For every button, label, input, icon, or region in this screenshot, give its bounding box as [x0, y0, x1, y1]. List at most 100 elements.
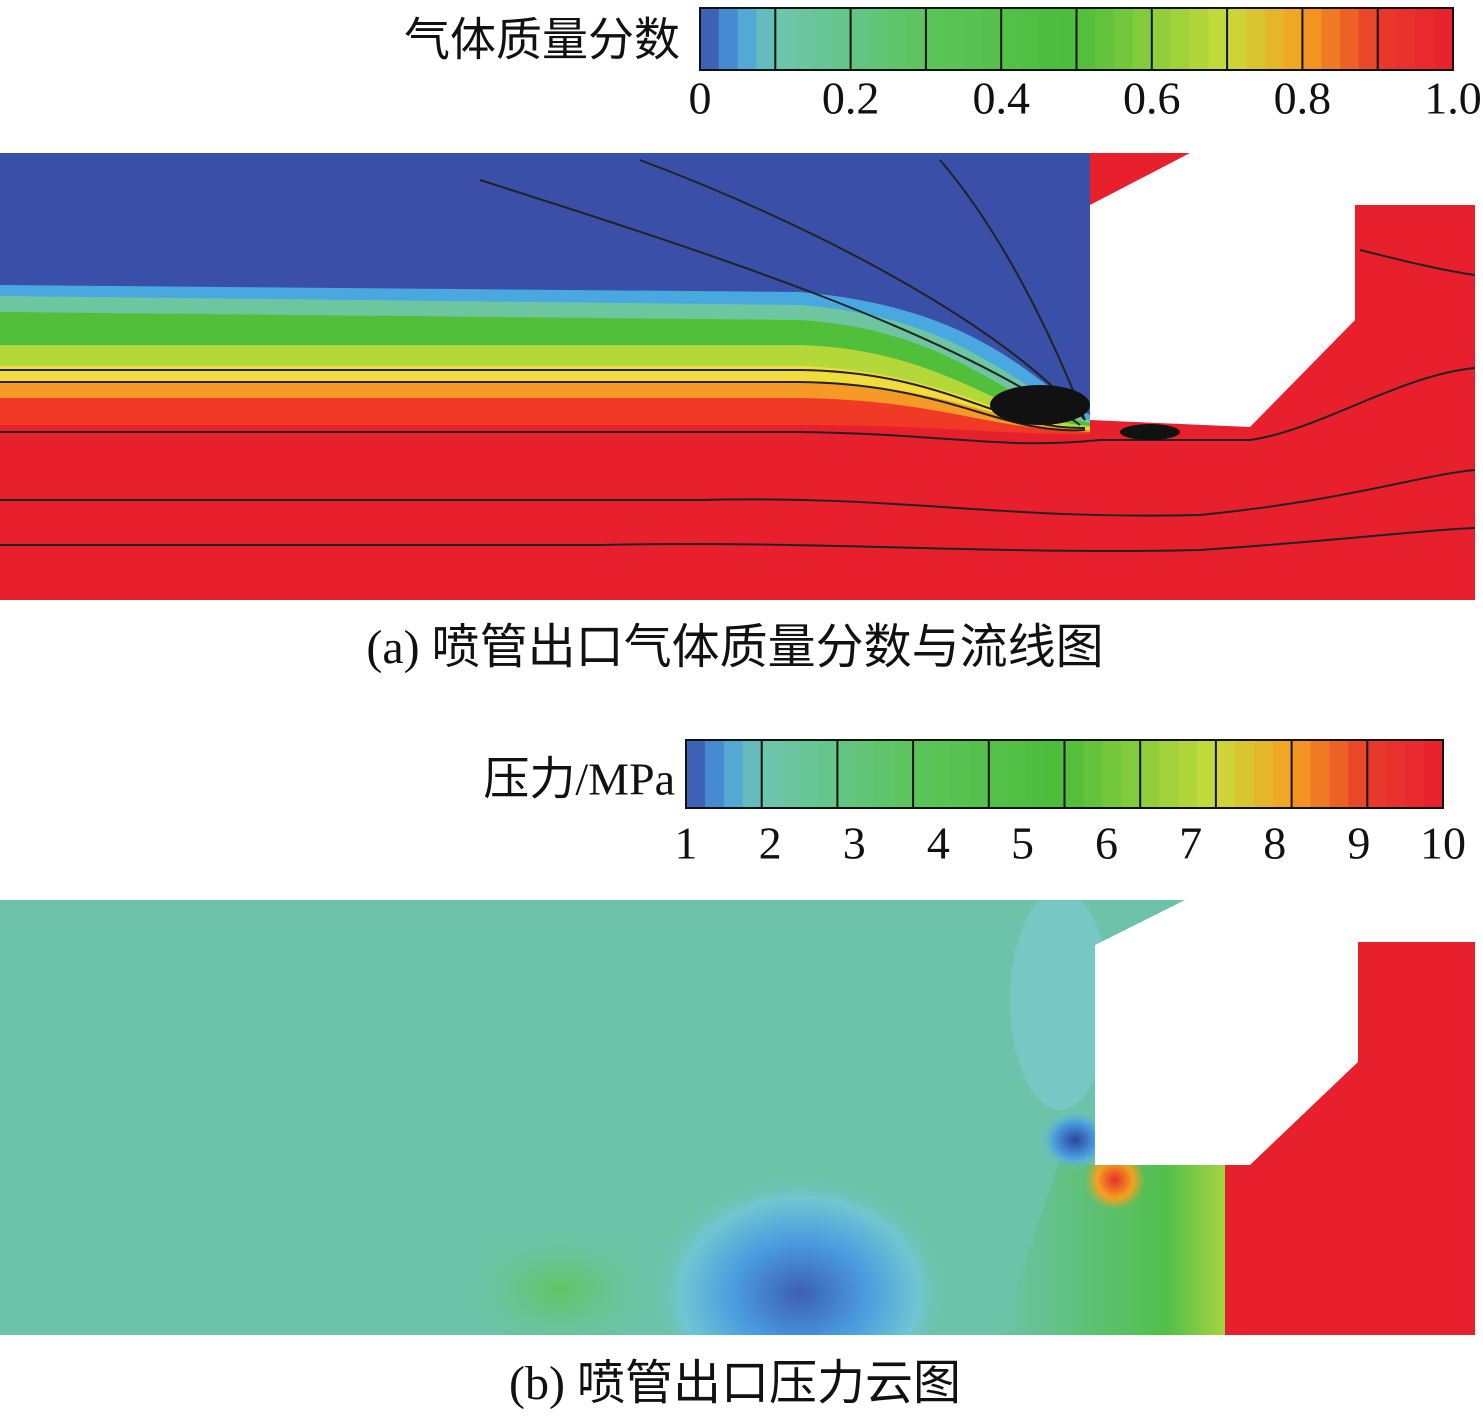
colorbar-swatch — [875, 740, 895, 808]
colorbar-swatch — [1291, 740, 1312, 808]
colorbar-swatch — [1234, 740, 1255, 808]
colorbar-swatch — [1038, 8, 1059, 70]
colorbar-swatch — [1170, 8, 1190, 70]
colorbar-swatch — [1057, 8, 1077, 70]
colorbar-swatch — [1121, 740, 1141, 808]
colorbar-swatch — [1386, 740, 1406, 808]
colorbar-tick-label: 1.0 — [1424, 73, 1482, 124]
colorbar-swatch — [963, 8, 983, 70]
colorbar-swatch — [718, 8, 739, 70]
colorbar-swatch — [837, 740, 857, 808]
colorbar-swatch — [982, 8, 1002, 70]
gas-fraction-contour — [0, 153, 1475, 600]
colorbar-swatch — [700, 8, 720, 70]
colorbar-swatch — [794, 8, 814, 70]
colorbar-swatch — [913, 740, 933, 808]
colorbar-swatch — [1264, 8, 1285, 70]
colorbar-swatch — [1159, 740, 1179, 808]
colorbar-tick-label: 0.8 — [1274, 73, 1332, 124]
colorbar-swatch — [799, 740, 819, 808]
colorbar-swatch — [944, 8, 965, 70]
colorbar-swatch — [888, 8, 908, 70]
colorbar-swatch — [723, 740, 744, 808]
colorbar-swatch — [1321, 8, 1341, 70]
colorbar-swatch — [969, 740, 990, 808]
colorbar-swatch — [1377, 8, 1398, 70]
colorbar-label: 气体质量分数 — [404, 15, 680, 66]
colorbar-swatch — [812, 8, 833, 70]
colorbar-swatch — [850, 8, 870, 70]
colorbar-swatch — [1045, 740, 1065, 808]
colorbar-swatch — [686, 740, 706, 808]
colorbar-tick-label: 0.4 — [972, 73, 1030, 124]
colorbar-swatch — [1358, 8, 1379, 70]
colorbar-swatch — [856, 740, 876, 808]
colorbar-swatch — [818, 740, 838, 808]
colorbar-tick-label: 0.6 — [1123, 73, 1181, 124]
colorbar-swatch — [1329, 740, 1349, 808]
colorbar-swatch — [988, 740, 1009, 808]
colorbar-swatch — [1001, 8, 1021, 70]
colorbar-swatch — [761, 740, 782, 808]
caption: (a) 喷管出口气体质量分数与流线图 — [366, 621, 1103, 674]
colorbar-swatch — [894, 740, 914, 808]
colorbar-swatch — [1189, 8, 1209, 70]
colorbar-swatch — [742, 740, 763, 808]
colorbar-swatch — [1415, 8, 1435, 70]
colorbar-swatch — [1396, 8, 1416, 70]
colorbar-swatch — [1272, 740, 1293, 808]
colorbar-swatch — [1253, 740, 1274, 808]
colorbar-swatch — [1140, 740, 1160, 808]
colorbar-swatch — [780, 740, 801, 808]
colorbar-swatch — [1064, 740, 1084, 808]
colorbar-swatch — [756, 8, 776, 70]
colorbar-swatch — [1026, 740, 1047, 808]
colorbar-tick-label: 8 — [1263, 818, 1286, 869]
colorbar-swatch — [831, 8, 852, 70]
colorbar-frame — [685, 739, 1444, 809]
colorbar-tick-label: 4 — [927, 818, 950, 869]
colorbar-tick-label: 3 — [843, 818, 866, 869]
colorbar-swatch — [1424, 740, 1444, 808]
colorbar-swatch — [1310, 740, 1330, 808]
colorbar-tick-label: 0 — [689, 73, 712, 124]
colorbar-swatch — [1132, 8, 1153, 70]
colorbar-swatch — [1208, 8, 1228, 70]
colorbar-swatch — [775, 8, 795, 70]
colorbar-swatch — [932, 740, 952, 808]
caption: (b) 喷管出口压力云图 — [509, 1357, 961, 1410]
colorbar-swatch — [1227, 8, 1247, 70]
colorbar-swatch — [1215, 740, 1236, 808]
colorbar-swatch — [1178, 740, 1198, 808]
colorbar-swatch — [869, 8, 889, 70]
colorbar-swatch — [1114, 8, 1134, 70]
colorbars: 0 0.2 0.4 0.6 0.8 1.0 1 2 3 4 5 6 7 8 9 10 — [675, 7, 1482, 869]
colorbar-swatch — [1076, 8, 1096, 70]
colorbar-swatch — [704, 740, 725, 808]
colorbar-swatch — [1245, 8, 1266, 70]
colorbar-swatch — [1095, 8, 1115, 70]
colorbar-tick-label: 10 — [1420, 818, 1466, 869]
colorbar-tick-label: 0.2 — [822, 73, 880, 124]
colorbar-swatch — [907, 8, 927, 70]
colorbar-frame — [699, 7, 1454, 71]
colorbar-swatch — [1102, 740, 1122, 808]
colorbar-swatch — [1405, 740, 1425, 808]
colorbar-swatch — [1367, 740, 1387, 808]
colorbar-tick-label: 7 — [1179, 818, 1202, 869]
colorbar-swatch — [1302, 8, 1322, 70]
colorbar-swatch — [1340, 8, 1360, 70]
colorbar-tick-label: 6 — [1095, 818, 1118, 869]
colorbar-swatch — [925, 8, 946, 70]
colorbar-tick-label: 2 — [759, 818, 782, 869]
colorbar-swatch — [950, 740, 971, 808]
colorbar-swatch — [1196, 740, 1217, 808]
colorbar-swatch — [737, 8, 757, 70]
colorbar-label: 压力/MPa — [483, 754, 675, 805]
colorbar-swatch — [1020, 8, 1040, 70]
colorbar-tick-label: 9 — [1347, 818, 1370, 869]
colorbar-swatch — [1007, 740, 1028, 808]
pressure-contour — [0, 900, 1475, 1335]
colorbar-swatch — [1434, 8, 1454, 70]
